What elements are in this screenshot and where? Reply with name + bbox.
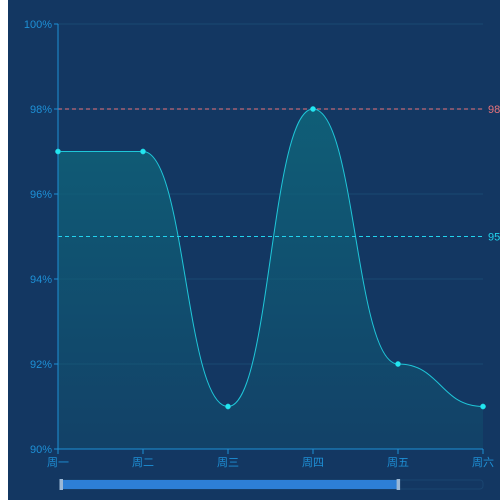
x-tick-label: 周五 (387, 456, 409, 469)
data-point-周三[interactable] (225, 403, 231, 410)
zoom-handle-start[interactable] (59, 479, 64, 490)
line-chart: 90% 92% 94% 96% 98% 100% 98 95 周一 周二 周三 周四 周五 周六 (8, 0, 500, 500)
y-tick-label: 92% (30, 359, 52, 371)
data-point-周六[interactable] (480, 403, 486, 410)
x-tick-label: 周三 (217, 456, 239, 469)
x-tick-label: 周四 (302, 456, 324, 469)
y-tick-label: 98% (30, 104, 52, 116)
y-tick-label: 96% (30, 189, 52, 201)
data-point-周五[interactable] (395, 361, 401, 367)
series-area (58, 109, 483, 449)
y-tick-label: 100% (24, 19, 52, 31)
zoom-selected-range[interactable] (61, 480, 399, 489)
data-point-周二[interactable] (140, 148, 146, 155)
x-tick-label: 周一 (47, 456, 69, 469)
x-tick-label: 周六 (472, 456, 494, 469)
mark-line-label-98: 98 (488, 104, 500, 116)
x-tick-label: 周二 (132, 456, 154, 469)
data-point-周四[interactable] (310, 106, 316, 112)
chart-frame: 90% 92% 94% 96% 98% 100% 98 95 周一 周二 周三 周四 周五 周六 (8, 0, 500, 500)
data-point-周一[interactable] (55, 148, 61, 155)
mark-line-label-95: 95 (488, 232, 500, 244)
zoom-handle-end[interactable] (396, 479, 401, 490)
y-tick-label: 94% (30, 274, 52, 286)
y-tick-label: 90% (30, 444, 52, 456)
